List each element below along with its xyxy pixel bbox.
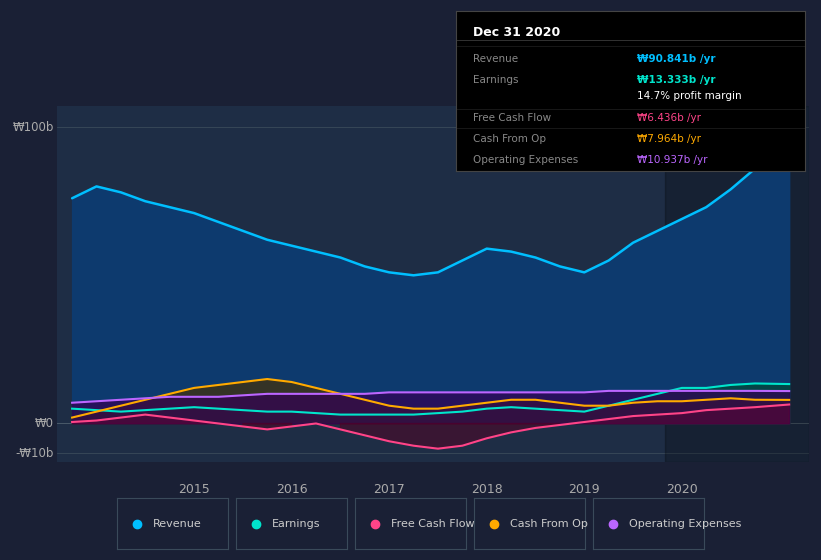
Text: Earnings: Earnings — [473, 75, 519, 85]
Text: Revenue: Revenue — [473, 54, 518, 64]
Text: ₩13.333b /yr: ₩13.333b /yr — [637, 75, 716, 85]
Text: ₩7.964b /yr: ₩7.964b /yr — [637, 134, 701, 144]
Text: ₩100b: ₩100b — [12, 120, 53, 134]
Text: Operating Expenses: Operating Expenses — [629, 519, 741, 529]
Text: Dec 31 2020: Dec 31 2020 — [473, 26, 561, 39]
Text: 2020: 2020 — [666, 483, 698, 496]
Text: ₩90.841b /yr: ₩90.841b /yr — [637, 54, 716, 64]
Text: ₩10.937b /yr: ₩10.937b /yr — [637, 155, 708, 165]
Text: 2017: 2017 — [374, 483, 405, 496]
Text: Revenue: Revenue — [153, 519, 201, 529]
Text: 2015: 2015 — [178, 483, 210, 496]
Text: 2018: 2018 — [471, 483, 502, 496]
Text: 14.7% profit margin: 14.7% profit margin — [637, 91, 741, 101]
Text: Free Cash Flow: Free Cash Flow — [391, 519, 475, 529]
Text: Free Cash Flow: Free Cash Flow — [473, 113, 551, 123]
Text: ₩0: ₩0 — [34, 417, 53, 430]
Text: 2016: 2016 — [276, 483, 307, 496]
Text: Operating Expenses: Operating Expenses — [473, 155, 578, 165]
Text: 2019: 2019 — [568, 483, 600, 496]
Text: Cash From Op: Cash From Op — [510, 519, 588, 529]
Text: ₩6.436b /yr: ₩6.436b /yr — [637, 113, 701, 123]
Text: -₩10b: -₩10b — [16, 447, 53, 460]
Text: Cash From Op: Cash From Op — [473, 134, 546, 144]
Text: Earnings: Earnings — [272, 519, 320, 529]
Bar — [665, 106, 809, 462]
